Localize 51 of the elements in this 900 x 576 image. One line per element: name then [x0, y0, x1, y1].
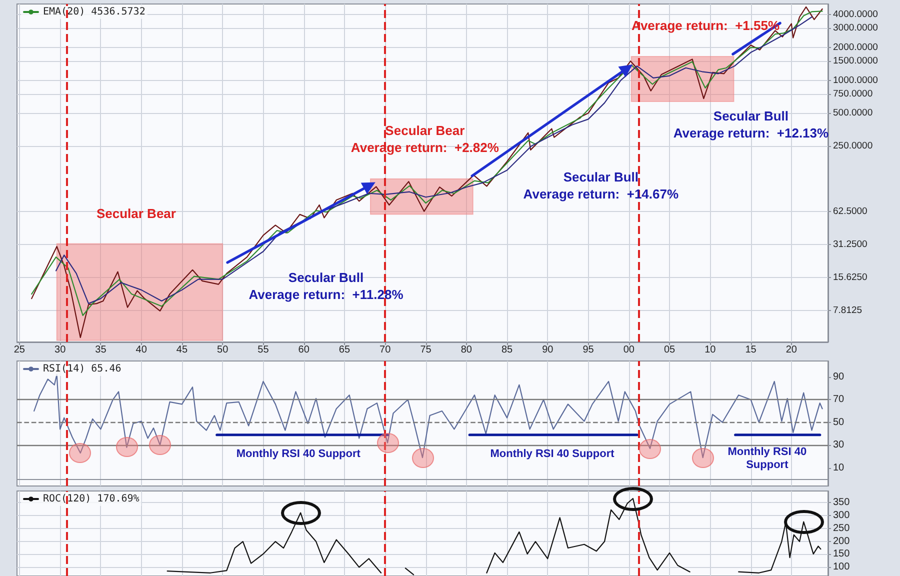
- y-tick-label: 1500.0000: [833, 56, 878, 67]
- y-tick-label: 31.2500: [833, 239, 868, 250]
- y-tick-label: 200: [833, 536, 850, 547]
- y-tick-label: 90: [833, 371, 845, 382]
- x-tick-label: 85: [501, 344, 514, 356]
- y-tick-label: 250: [833, 522, 850, 534]
- annotation: Secular Bull Average return: +12.13%: [673, 108, 830, 140]
- y-tick-label: 30: [833, 440, 845, 451]
- x-tick-label: 80: [460, 344, 472, 356]
- y-tick-label: 100: [833, 562, 850, 573]
- y-tick-label: 15.6250: [833, 272, 868, 283]
- y-tick-label: 2000.0000: [833, 42, 878, 53]
- y-tick-label: 7.8125: [833, 304, 862, 316]
- x-tick-label: 05: [664, 344, 676, 356]
- y-tick-label: 10: [833, 462, 845, 474]
- y-tick-label: 70: [833, 394, 845, 406]
- x-tick-label: 45: [176, 344, 188, 356]
- x-tick-label: 20: [786, 344, 798, 356]
- y-tick-label: 250.0000: [833, 140, 873, 152]
- annotation: Monthly RSI 40 Support: [490, 448, 615, 460]
- x-tick-label: 35: [95, 344, 107, 356]
- x-tick-label: 00: [623, 344, 635, 356]
- y-tick-label: 350: [833, 496, 850, 508]
- y-tick-label: 150: [833, 548, 850, 560]
- x-tick-label: 55: [258, 344, 270, 356]
- x-tick-label: 75: [420, 344, 432, 356]
- x-tick-label: 10: [704, 344, 716, 356]
- x-tick-label: 15: [745, 344, 757, 356]
- y-tick-label: 62.5000: [833, 206, 868, 218]
- y-tick-label: 3000.0000: [833, 22, 878, 34]
- x-tick-label: 65: [338, 344, 350, 356]
- y-tick-label: 300: [833, 510, 850, 521]
- y-tick-label: 50: [833, 416, 845, 428]
- x-tick-label: 25: [14, 344, 26, 356]
- x-tick-label: 30: [54, 344, 66, 356]
- annotation: Secular Bull Average return: +11.28%: [248, 270, 404, 302]
- legend-label: RSI(14) 65.46: [43, 364, 122, 374]
- annotation: Secular Bear Average return: +2.82%: [350, 123, 500, 156]
- y-tick-label: 500.0000: [833, 108, 873, 119]
- x-tick-label: 95: [582, 344, 594, 356]
- x-tick-label: 70: [380, 344, 392, 356]
- y-tick-label: 1000.0000: [833, 74, 878, 86]
- x-tick-label: 40: [136, 344, 148, 356]
- x-tick-label: 90: [542, 344, 554, 356]
- x-tick-label: 60: [298, 344, 310, 356]
- x-tick-label: 50: [217, 344, 229, 356]
- annotation: Monthly RSI 40 Support: [728, 446, 807, 471]
- y-tick-label: 750.0000: [833, 88, 873, 100]
- y-tick-label: 4000.0000: [833, 9, 878, 20]
- annotation: Monthly RSI 40 Support: [236, 448, 361, 460]
- annotation: Secular Bear: [96, 206, 176, 222]
